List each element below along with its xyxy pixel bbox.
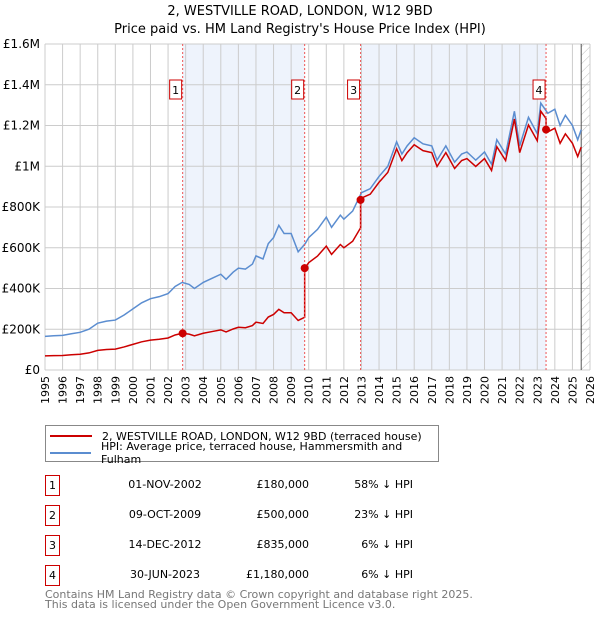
y-tick-label: £1.2M <box>3 119 40 133</box>
sale-point <box>300 264 309 273</box>
sale-label-box <box>532 79 546 100</box>
sale-number: 2 <box>45 505 60 526</box>
chart-subtitle: Price paid vs. HM Land Registry's House … <box>114 22 486 37</box>
x-tick-label: 1998 <box>92 376 105 404</box>
legend-property-swatch <box>50 435 92 437</box>
x-tick-label: 2000 <box>127 376 140 404</box>
x-tick-label: 2020 <box>479 376 492 404</box>
legend-hpi-label: HPI: Average price, terraced house, Hamm… <box>101 440 403 466</box>
x-tick-label: 2003 <box>180 376 193 404</box>
x-tick-label: 2018 <box>443 376 456 404</box>
x-tick-label: 2011 <box>320 376 333 404</box>
x-tick-label: 2015 <box>391 376 404 404</box>
x-tick-label: 2013 <box>355 376 368 404</box>
sale-number: 1 <box>45 475 60 496</box>
sale-date: 14-DEC-2012 <box>128 538 202 551</box>
sale-price: £1,180,000 <box>246 568 309 581</box>
sale-hpi-diff: 23% ↓ HPI <box>354 508 413 521</box>
sale-label: 1 <box>172 84 179 97</box>
x-tick-label: 2023 <box>531 376 544 404</box>
x-tick-label: 2012 <box>338 376 351 404</box>
legend-property-label: 2, WESTVILLE ROAD, LONDON, W12 9BD (terr… <box>102 429 422 443</box>
sale-price: £500,000 <box>256 508 310 521</box>
sale-point <box>356 195 365 204</box>
sale-point <box>542 125 551 134</box>
x-tick-label: 2001 <box>144 376 157 404</box>
sale-label: 4 <box>536 84 543 97</box>
sale-row: 3 14-DEC-2012 £835,000 6% ↓ HPI <box>45 535 445 556</box>
sale-row: 1 01-NOV-2002 £180,000 58% ↓ HPI <box>45 475 445 496</box>
sale-date: 01-NOV-2002 <box>128 478 202 491</box>
sale-price: £180,000 <box>256 478 310 491</box>
x-tick-label: 1999 <box>109 376 122 404</box>
x-tick-label: 2005 <box>215 376 228 404</box>
y-tick-label: £0 <box>25 363 40 377</box>
sale-label: 3 <box>350 84 357 97</box>
legend-hpi-swatch <box>50 452 92 454</box>
hpi-line <box>44 101 582 338</box>
x-tick-label: 2007 <box>250 376 263 404</box>
y-tick-label: £800K <box>2 200 42 214</box>
y-tick-label: £200K <box>2 322 42 336</box>
x-tick-label: 1996 <box>57 376 70 404</box>
x-tick-label: 2009 <box>285 376 298 404</box>
y-tick-label: £1.4M <box>3 78 40 92</box>
sale-point <box>178 329 187 338</box>
sale-label-box <box>169 79 183 100</box>
x-tick-label: 2025 <box>566 376 579 404</box>
y-tick-label: £1.6M <box>3 37 40 51</box>
x-tick-label: 2010 <box>303 376 316 404</box>
y-tick-label: £600K <box>2 241 42 255</box>
x-tick-label: 2019 <box>461 376 474 404</box>
sale-hpi-diff: 6% ↓ HPI <box>361 538 413 551</box>
x-tick-label: 2002 <box>162 376 175 404</box>
x-tick-label: 2026 <box>584 376 597 404</box>
sale-hpi-diff: 6% ↓ HPI <box>361 568 413 581</box>
y-tick-label: £400K <box>2 282 42 296</box>
x-tick-label: 2006 <box>232 376 245 404</box>
sale-hpi-diff: 58% ↓ HPI <box>354 478 413 491</box>
sale-date: 09-OCT-2009 <box>128 508 202 521</box>
x-tick-label: 2017 <box>426 376 439 404</box>
sale-label-box <box>347 79 361 100</box>
sale-row: 2 09-OCT-2009 £500,000 23% ↓ HPI <box>45 505 445 526</box>
sale-price: £835,000 <box>256 538 310 551</box>
sale-date: 30-JUN-2023 <box>129 568 201 581</box>
x-tick-label: 1997 <box>74 376 87 404</box>
x-tick-label: 2022 <box>514 376 527 404</box>
x-tick-label: 2014 <box>373 376 386 404</box>
sale-label: 2 <box>294 84 301 97</box>
x-tick-label: 2004 <box>197 376 210 404</box>
x-tick-label: 1995 <box>39 376 52 404</box>
chart-title: 2, WESTVILLE ROAD, LONDON, W12 9BD <box>167 4 433 19</box>
property-line <box>44 109 582 357</box>
sale-label-box <box>291 79 305 100</box>
sale-number: 4 <box>45 565 60 586</box>
footer-copyright: Contains HM Land Registry data © Crown c… <box>45 588 473 601</box>
x-tick-label: 2016 <box>408 376 421 404</box>
x-tick-label: 2008 <box>268 376 281 404</box>
sale-row: 4 30-JUN-2023 £1,180,000 6% ↓ HPI <box>45 565 445 586</box>
footer-licence: This data is licensed under the Open Gov… <box>45 598 396 611</box>
price-chart: 1995 1996 1997 1998 1999 2000 2001 2002 2003 2004… <box>2 37 597 404</box>
sale-number: 3 <box>45 535 60 556</box>
x-tick-label: 2021 <box>496 376 509 404</box>
y-tick-label: £1M <box>14 159 40 173</box>
x-tick-label: 2024 <box>549 376 562 404</box>
legend: 2, WESTVILLE ROAD, LONDON, W12 9BD (terr… <box>45 425 439 466</box>
